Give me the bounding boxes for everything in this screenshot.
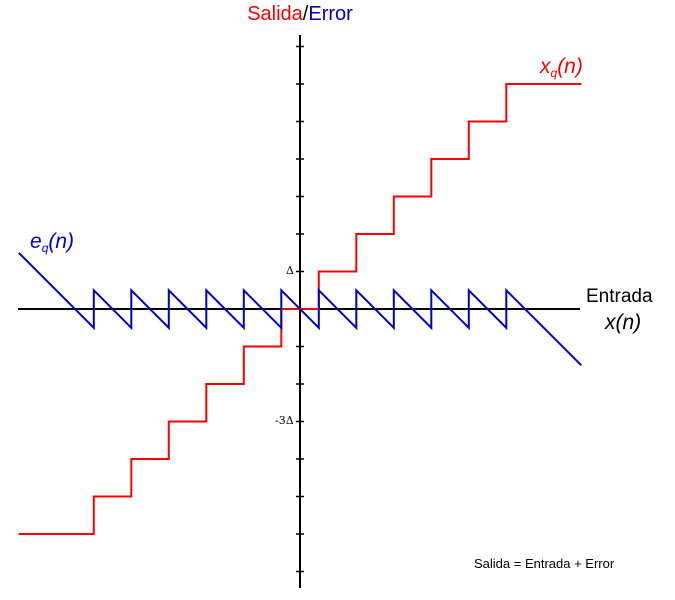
x-axis-label-word: Entrada (586, 286, 653, 307)
error-label-base: e (30, 230, 42, 253)
tick-label-minus-3-delta: -3Δ (275, 414, 294, 427)
output-label-base: x (540, 55, 551, 78)
footnote: Salida = Entrada + Error (474, 556, 615, 571)
title-output: Salida (247, 3, 303, 25)
y-ticks (296, 45, 304, 573)
series-group (18, 83, 583, 535)
output-series-label: xq(n) (540, 55, 583, 80)
chart-title: Salida/Error (0, 3, 600, 26)
error-label-arg: (n) (48, 230, 75, 253)
error-label-sub: q (41, 241, 49, 255)
error-sawtooth-line (18, 252, 583, 367)
axes (18, 35, 580, 588)
output-label-arg: (n) (557, 55, 583, 78)
output-label-sub: q (550, 66, 558, 80)
tick-label-delta: Δ (286, 264, 294, 277)
title-separator: / (302, 3, 309, 25)
title-error: Error (308, 3, 353, 25)
error-series-label: eq(n) (30, 230, 74, 255)
x-axis-label-symbol: x(n) (605, 311, 642, 334)
